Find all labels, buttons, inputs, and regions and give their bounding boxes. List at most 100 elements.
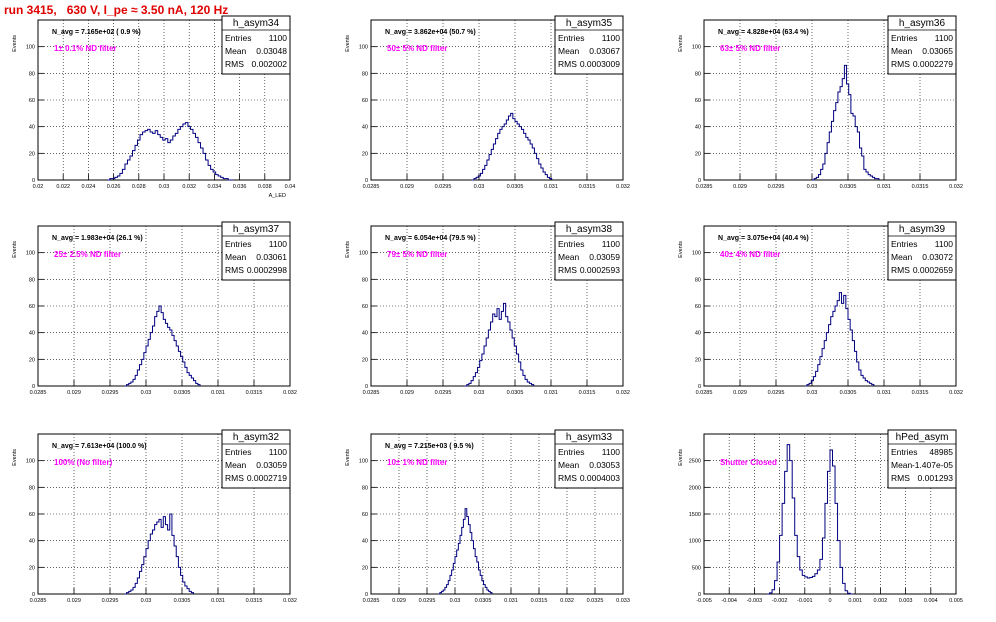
y-tick-label: 60 xyxy=(695,98,701,104)
stats-box xyxy=(887,15,957,75)
x-tick-label: 0.03 xyxy=(807,184,818,190)
x-tick-label: 0.029 xyxy=(67,390,81,396)
y-tick-label: 100 xyxy=(26,459,35,465)
stats-value: 0.03059 xyxy=(589,252,620,262)
stats-value: 0.0002719 xyxy=(247,473,287,483)
x-tick-label: 0.022 xyxy=(56,184,70,190)
y-tick-label: 80 xyxy=(695,71,701,77)
y-axis-label: Events xyxy=(678,241,684,258)
x-tick-label: 0.002 xyxy=(874,598,888,604)
x-tick-label: 0.0305 xyxy=(174,390,191,396)
filter-label: 1± 0.1% ND filter xyxy=(54,44,117,53)
y-tick-label: 20 xyxy=(695,357,701,363)
stats-value: 0.0002998 xyxy=(247,265,287,275)
stats-label: Mean xyxy=(558,460,580,470)
x-tick-label: 0.029 xyxy=(67,598,81,604)
x-tick-label: 0.029 xyxy=(400,390,414,396)
x-tick-label: 0.032 xyxy=(616,184,630,190)
x-tick-label: 0.0305 xyxy=(475,598,492,604)
stats-label: RMS xyxy=(225,473,244,483)
filter-label: 100% (No filter) xyxy=(54,458,113,467)
histogram-series-h_asym36 xyxy=(812,64,880,181)
y-axis-label: Events xyxy=(678,35,684,52)
filter-label: Shutter Closed xyxy=(720,458,777,467)
stats-label: Mean xyxy=(891,460,913,470)
x-tick-label: 0.03 xyxy=(474,184,485,190)
stats-label: Mean xyxy=(891,252,913,262)
stats-value: 0.001293 xyxy=(918,473,954,483)
y-tick-label: 0 xyxy=(32,592,35,598)
x-tick-label: 0.0315 xyxy=(246,598,263,604)
stats-value: 0.0003009 xyxy=(580,59,620,69)
x-tick-label: 0.0295 xyxy=(102,598,119,604)
y-tick-label: 0 xyxy=(32,384,35,390)
histogram-panel-h_asym32: 0.0285 0.029 0.0295 0.03 0.0305 0.031 0.0315 0.… xyxy=(12,429,297,604)
filter-label: 25± 2.5% ND filter xyxy=(54,250,121,259)
x-tick-label: 0.003 xyxy=(899,598,913,604)
stats-label: Mean xyxy=(225,460,247,470)
histogram-panel-h_asym33: 0.0285 0.029 0.0295 0.03 0.0305 0.031 0.0315 0.… xyxy=(345,429,630,604)
y-tick-label: 40 xyxy=(29,125,35,131)
x-tick-label: 0.0285 xyxy=(363,598,380,604)
x-tick-label: -0.001 xyxy=(797,598,813,604)
x-tick-label: 0.031 xyxy=(877,390,891,396)
x-tick-label: 0.034 xyxy=(208,184,222,190)
stats-value: 0.03072 xyxy=(922,252,953,262)
navg-label: N_avg = 7.613e+04 (100.0 %) xyxy=(52,443,147,450)
stats-label: Entries xyxy=(558,33,584,43)
stats-title: h_asym33 xyxy=(566,432,613,443)
stats-value: 0.0004003 xyxy=(580,473,620,483)
y-tick-label: 60 xyxy=(29,304,35,310)
stats-label: Entries xyxy=(891,33,917,43)
histogram-panel-h_asym38: 0.0285 0.029 0.0295 0.03 0.0305 0.031 0.0315 0.… xyxy=(345,221,630,396)
stats-value: 1100 xyxy=(602,239,621,249)
x-tick-label: 0.031 xyxy=(504,598,518,604)
histogram-series-h_asym34 xyxy=(107,122,234,181)
x-tick-label: 0.0315 xyxy=(579,390,596,396)
stats-title: h_asym32 xyxy=(233,432,280,443)
x-tick-label: 0.0315 xyxy=(246,390,263,396)
y-tick-label: 20 xyxy=(695,151,701,157)
y-tick-label: 20 xyxy=(362,151,368,157)
y-tick-label: 0 xyxy=(365,592,368,598)
filter-label: 50± 5% ND filter xyxy=(387,44,447,53)
x-tick-label: 0.03 xyxy=(807,390,818,396)
histogram-panel-h_asym39: 0.0285 0.029 0.0295 0.03 0.0305 0.031 0.0315 0.… xyxy=(678,221,963,396)
y-tick-label: 100 xyxy=(359,459,368,465)
y-tick-label: 40 xyxy=(362,539,368,545)
stats-value: 0.0002593 xyxy=(580,265,620,275)
x-tick-label: 0.032 xyxy=(182,184,196,190)
x-tick-label: 0.0315 xyxy=(579,184,596,190)
stats-title: hPed_asym xyxy=(896,432,949,443)
y-axis-label: Events xyxy=(12,35,18,52)
y-tick-label: 80 xyxy=(29,485,35,491)
x-tick-label: 0 xyxy=(828,598,831,604)
x-tick-label: 0.032 xyxy=(283,598,297,604)
y-axis-label: Events xyxy=(678,449,684,466)
stats-label: Entries xyxy=(225,33,251,43)
stats-label: Mean xyxy=(225,46,247,56)
stats-title: h_asym35 xyxy=(566,18,613,29)
stats-value: 1100 xyxy=(269,239,288,249)
histogram-panel-h_asym34: 0.02 0.022 0.024 0.026 0.028 0.03 0.032 0.034 0.… xyxy=(12,15,295,199)
x-tick-label: 0.029 xyxy=(733,184,747,190)
y-tick-label: 2000 xyxy=(689,485,701,491)
stats-value: 1100 xyxy=(269,33,288,43)
x-tick-label: 0.0295 xyxy=(435,390,452,396)
stats-value: 1100 xyxy=(269,447,288,457)
y-tick-label: 60 xyxy=(362,512,368,518)
y-tick-label: 500 xyxy=(692,565,701,571)
stats-label: Entries xyxy=(891,447,917,457)
stats-label: Entries xyxy=(558,447,584,457)
stats-value: 0.03053 xyxy=(589,460,620,470)
y-tick-label: 60 xyxy=(362,304,368,310)
x-tick-label: 0.038 xyxy=(258,184,272,190)
x-tick-label: -0.003 xyxy=(747,598,763,604)
stats-label: Entries xyxy=(225,447,251,457)
x-tick-label: 0.032 xyxy=(560,598,574,604)
y-tick-label: 0 xyxy=(698,592,701,598)
y-tick-label: 100 xyxy=(692,45,701,51)
stats-label: RMS xyxy=(225,59,244,69)
y-tick-label: 0 xyxy=(365,384,368,390)
stats-value: -1.407e-05 xyxy=(912,460,953,470)
